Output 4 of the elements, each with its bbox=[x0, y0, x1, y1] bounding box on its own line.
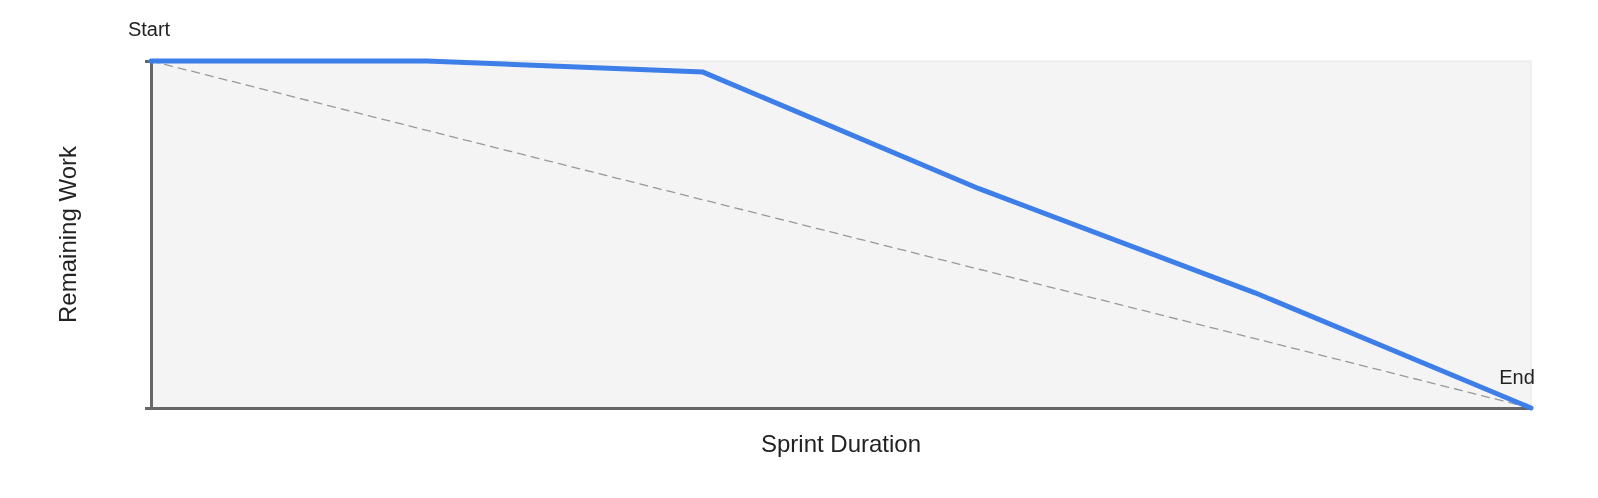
annotation: End bbox=[1499, 366, 1535, 388]
x-axis-title: Sprint Duration bbox=[760, 430, 922, 457]
y-axis-title: Remaining Work bbox=[54, 145, 81, 323]
text: Start bbox=[127, 18, 171, 40]
